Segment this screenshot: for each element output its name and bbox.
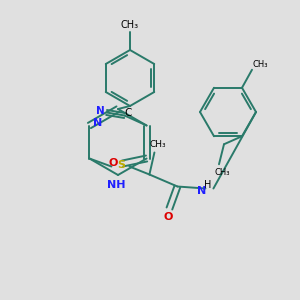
Text: CH₃: CH₃	[121, 20, 139, 30]
Text: CH₃: CH₃	[252, 60, 268, 69]
Text: O: O	[109, 158, 118, 169]
Text: N: N	[96, 106, 105, 116]
Text: C: C	[124, 109, 131, 118]
Text: CH₃: CH₃	[214, 168, 230, 177]
Text: N: N	[93, 118, 102, 128]
Text: NH: NH	[107, 180, 125, 190]
Text: H: H	[204, 179, 211, 190]
Text: O: O	[164, 212, 173, 223]
Text: S: S	[117, 160, 125, 170]
Text: CH₃: CH₃	[149, 140, 166, 149]
Text: N: N	[197, 185, 206, 196]
